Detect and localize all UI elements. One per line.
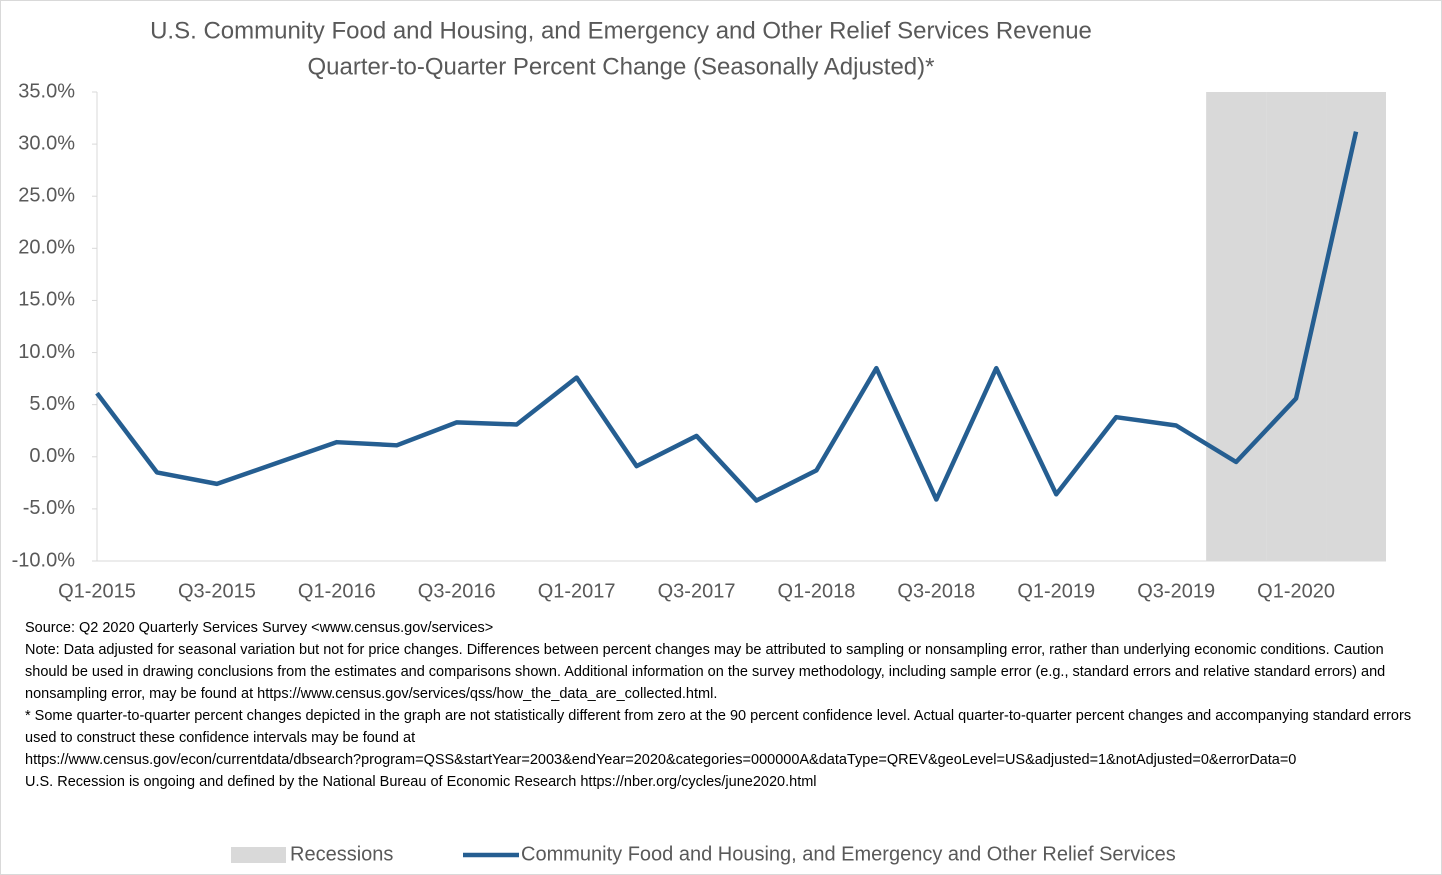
- note: https://www.census.gov/econ/currentdata/…: [25, 752, 1297, 768]
- y-tick-label: -5.0%: [23, 497, 75, 519]
- x-tick-label: Q1-2019: [1017, 580, 1095, 602]
- recession-bar: [1326, 92, 1386, 561]
- legend-label: Recessions: [290, 843, 393, 865]
- x-tick-label: Q1-2015: [58, 580, 136, 602]
- data-line: [95, 131, 1359, 503]
- recession-bar: [1266, 92, 1327, 561]
- x-tick-label: Q3-2019: [1137, 580, 1215, 602]
- y-tick-label: -10.0%: [12, 549, 76, 571]
- y-tick-label: 30.0%: [18, 132, 75, 154]
- note: Note: Data adjusted for seasonal variati…: [25, 642, 1386, 702]
- notes: Source: Q2 2020 Quarterly Services Surve…: [25, 617, 1420, 793]
- y-tick-label: 35.0%: [18, 80, 75, 102]
- x-tick-label: Q3-2018: [897, 580, 975, 602]
- legend-label: Community Food and Housing, and Emergenc…: [521, 843, 1176, 865]
- x-tick-label: Q3-2016: [418, 580, 496, 602]
- y-tick-label: 20.0%: [18, 237, 75, 259]
- x-tick-label: Q1-2016: [298, 580, 376, 602]
- chart-subtitle: Quarter-to-Quarter Percent Change (Seaso…: [308, 53, 935, 80]
- y-tick-label: 25.0%: [18, 185, 75, 207]
- x-tick-label: Q3-2015: [178, 580, 256, 602]
- x-tick-label: Q3-2017: [658, 580, 736, 602]
- note: U.S. Recession is ongoing and defined by…: [25, 774, 817, 790]
- x-tick-label: Q1-2017: [538, 580, 616, 602]
- y-tick-label: 0.0%: [29, 445, 75, 467]
- x-tick-label: Q1-2020: [1257, 580, 1335, 602]
- recession-bar: [1206, 92, 1267, 561]
- y-tick-label: 5.0%: [29, 393, 75, 415]
- chart-title: U.S. Community Food and Housing, and Eme…: [150, 17, 1092, 44]
- x-tick-label: Q1-2018: [778, 580, 856, 602]
- y-tick-label: 15.0%: [18, 289, 75, 311]
- note: Source: Q2 2020 Quarterly Services Surve…: [25, 620, 494, 636]
- note: * Some quarter-to-quarter percent change…: [25, 708, 1412, 746]
- legend-swatch: [231, 847, 286, 863]
- y-tick-label: 10.0%: [18, 341, 75, 363]
